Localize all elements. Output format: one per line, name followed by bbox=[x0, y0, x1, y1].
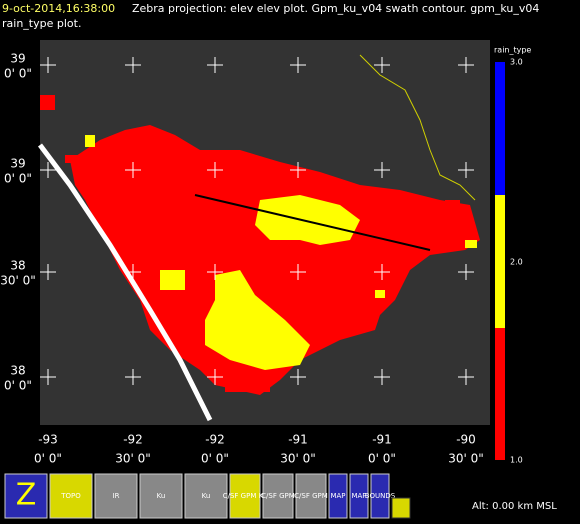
cross-section-line bbox=[194, 194, 431, 251]
x-labels: -93 0' 0" -92 30' 0" -92 0' 0" -91 30' 0" -91 0' … bbox=[34, 433, 484, 466]
lat-deg: 39 bbox=[10, 157, 25, 171]
colorbar-labels: 3.0 2.0 1.0 bbox=[510, 58, 523, 465]
colorbar-label: 2.0 bbox=[510, 258, 523, 267]
tool-label: BOUNDS bbox=[365, 492, 396, 500]
tool-label: IR bbox=[113, 492, 120, 500]
lat-min: 0' 0" bbox=[4, 172, 32, 186]
tool-icon[interactable] bbox=[49, 473, 93, 519]
rain-convective bbox=[85, 135, 477, 370]
tool-icon[interactable] bbox=[262, 473, 294, 519]
coastline bbox=[38, 143, 213, 422]
tool-label: C/SF GPM Ku bbox=[223, 492, 268, 500]
lat-min: 0' 0" bbox=[4, 379, 32, 393]
lon-min: 0' 0" bbox=[368, 452, 396, 466]
grid-crosses bbox=[40, 57, 474, 385]
tool-icon[interactable] bbox=[349, 473, 369, 519]
tool-label: Z bbox=[16, 478, 37, 513]
tool-icon[interactable] bbox=[370, 473, 390, 519]
lat-min: 30' 0" bbox=[0, 274, 36, 288]
lon-min: 0' 0" bbox=[201, 452, 229, 466]
colorbar-title: rain_type bbox=[494, 46, 531, 55]
tool-icon[interactable] bbox=[328, 473, 348, 519]
lon-deg: -92 bbox=[205, 433, 225, 447]
rain-stratiform bbox=[40, 95, 480, 395]
tool-label: TOPO bbox=[60, 492, 81, 500]
tool-icon[interactable] bbox=[295, 473, 327, 519]
lon-min: 0' 0" bbox=[34, 452, 62, 466]
colorbar-label: 1.0 bbox=[510, 456, 523, 465]
lon-min: 30' 0" bbox=[448, 452, 484, 466]
lon-min: 30' 0" bbox=[115, 452, 151, 466]
lat-deg: 38 bbox=[10, 259, 25, 273]
toolbar: Z TOPO IR Ku Ku C/SF GPM KuC/SF GPM C/SF GPM MA… bbox=[4, 473, 411, 519]
colorbar-blue bbox=[495, 62, 505, 195]
boundary bbox=[359, 54, 476, 201]
lat-deg: 39 bbox=[10, 52, 25, 66]
lon-min: 30' 0" bbox=[280, 452, 316, 466]
colorbar-label: 3.0 bbox=[510, 58, 523, 67]
header-line2: rain_type plot. bbox=[2, 17, 81, 30]
status-altitude: Alt: 0.00 km MSL bbox=[472, 501, 557, 512]
lon-deg: -90 bbox=[456, 433, 476, 447]
tool-label: MAP bbox=[351, 492, 366, 500]
header-line1: Zebra projection: elev elev plot. Gpm_ku… bbox=[132, 2, 539, 15]
lat-deg: 38 bbox=[10, 364, 25, 378]
tool-label: Ku bbox=[157, 492, 166, 500]
header-time: 9-oct-2014,16:38:00 bbox=[2, 2, 115, 15]
grid-tool[interactable] bbox=[391, 497, 411, 519]
tool-icon[interactable] bbox=[184, 473, 228, 519]
lat-min: 0' 0" bbox=[4, 67, 32, 81]
lon-deg: -91 bbox=[288, 433, 308, 447]
tool-label: MAP bbox=[330, 492, 345, 500]
tool-label: Ku bbox=[202, 492, 211, 500]
lon-deg: -91 bbox=[372, 433, 392, 447]
tool-icon[interactable] bbox=[139, 473, 183, 519]
tool-label: C/SF GPM bbox=[261, 492, 295, 500]
colorbar-yellow bbox=[495, 195, 505, 328]
colorbar-red bbox=[495, 328, 505, 460]
tool-icon[interactable] bbox=[94, 473, 138, 519]
lon-deg: -93 bbox=[38, 433, 58, 447]
tool-icon[interactable] bbox=[4, 473, 48, 519]
lon-deg: -92 bbox=[123, 433, 143, 447]
tool-label: C/SF GPM bbox=[294, 492, 328, 500]
tool-icon[interactable] bbox=[229, 473, 261, 519]
